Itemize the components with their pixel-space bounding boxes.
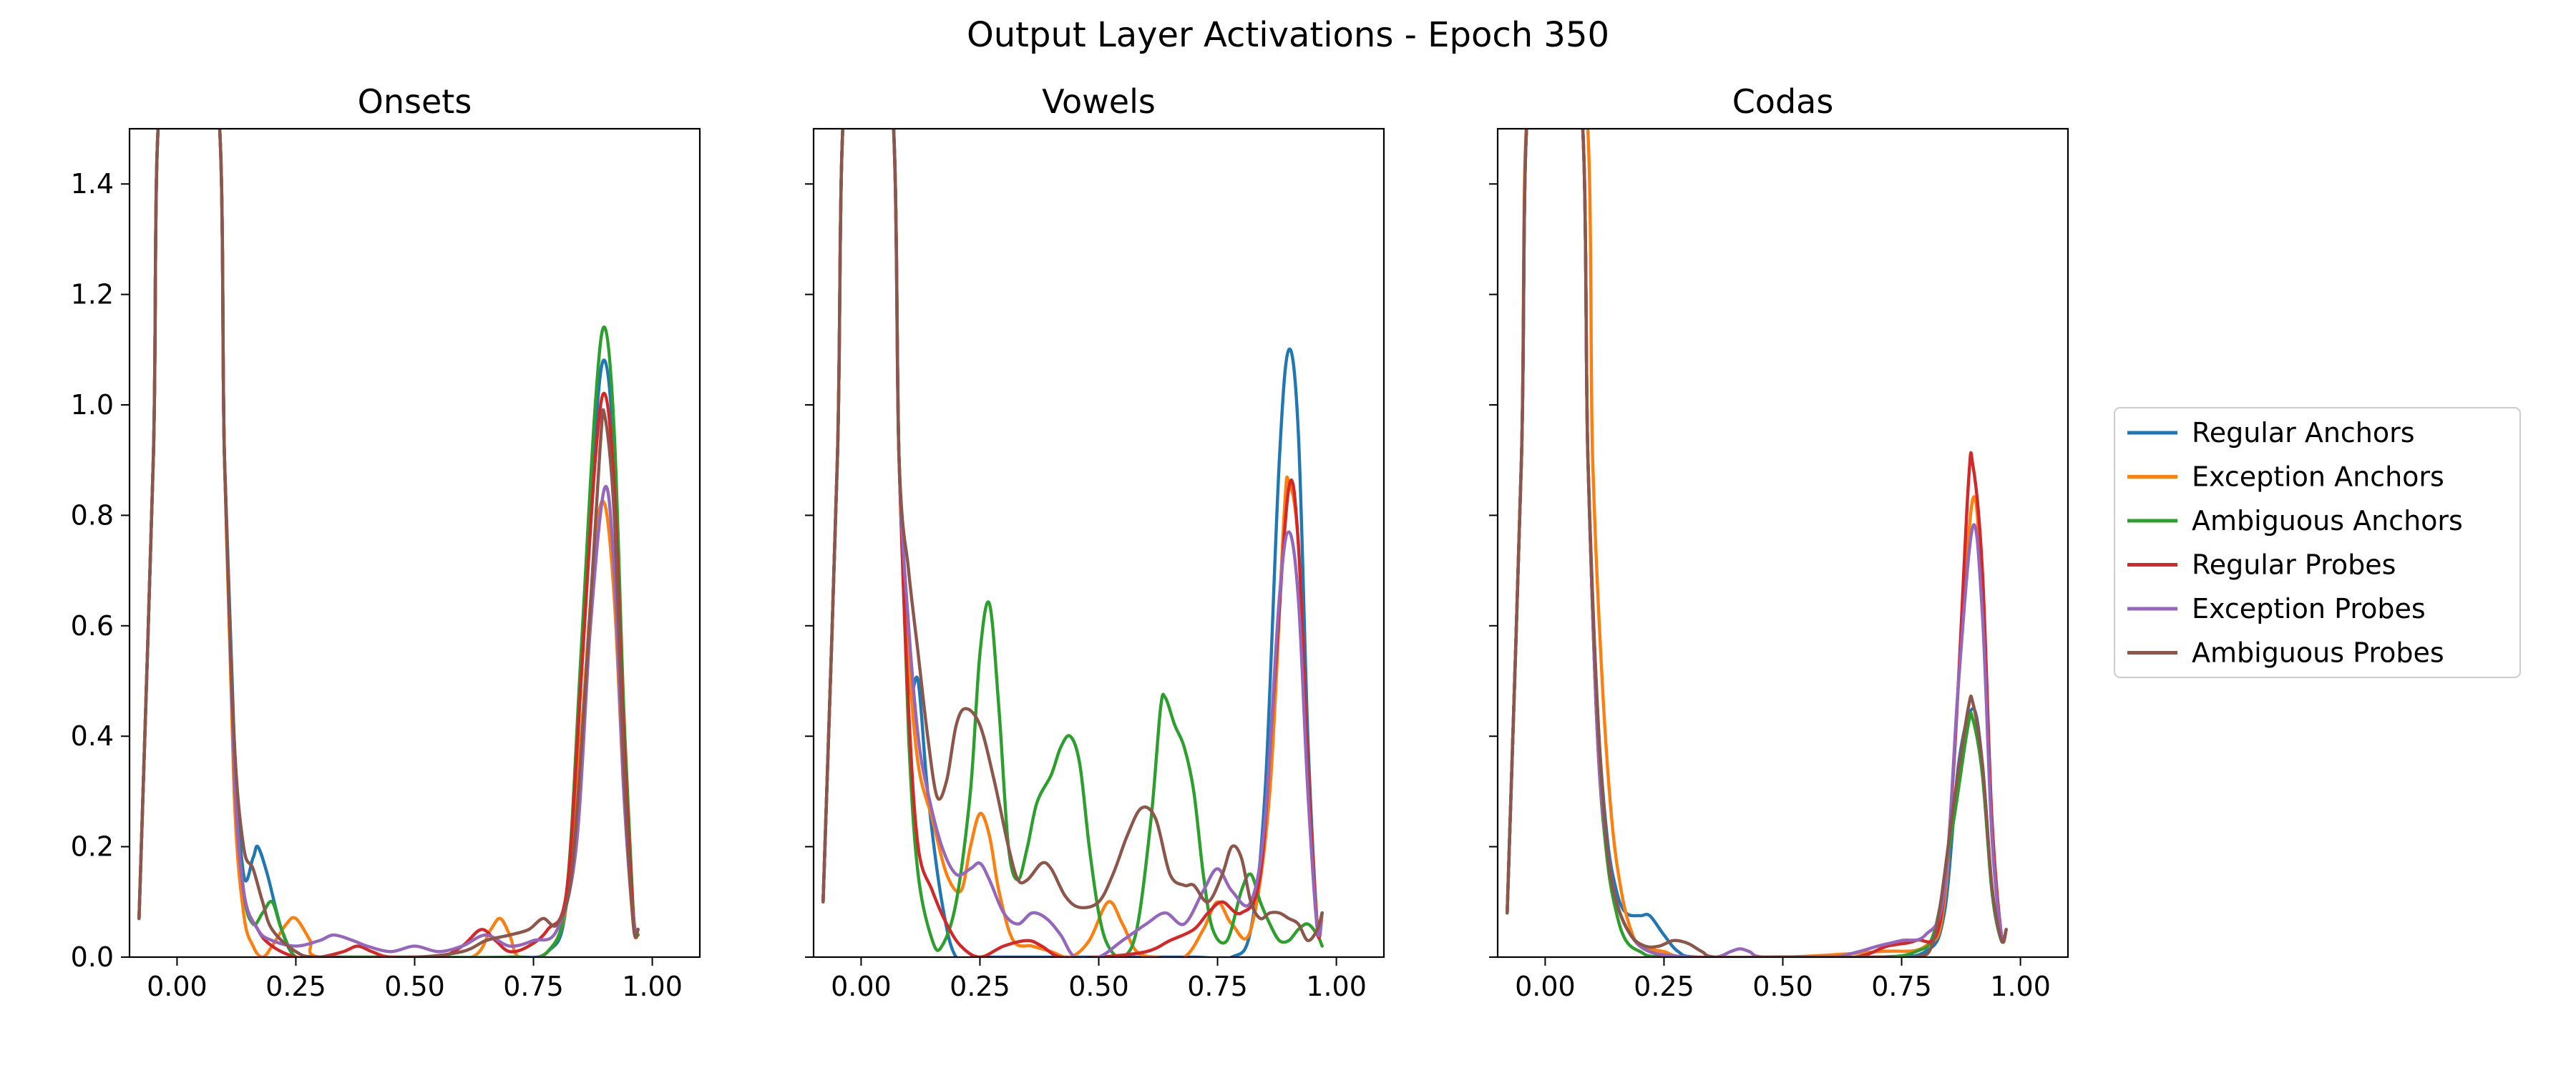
x-tick-label: 0.50 bbox=[384, 971, 445, 1002]
legend-item: Ambiguous Anchors bbox=[2127, 505, 2463, 536]
series-line-regular-probes bbox=[137, 129, 640, 957]
legend-item: Regular Anchors bbox=[2127, 417, 2415, 449]
series-line-exception-anchors bbox=[137, 129, 640, 957]
legend-label: Exception Anchors bbox=[2192, 461, 2444, 493]
series-line-ambiguous-anchors bbox=[137, 129, 640, 957]
x-tick-label: 0.75 bbox=[503, 971, 564, 1002]
legend-label: Regular Probes bbox=[2192, 549, 2396, 581]
axes-frame bbox=[1496, 127, 2069, 959]
panel-vowels: 0.00 0.25 0.50 0.75 1.00 Vowels bbox=[805, 82, 1385, 1002]
x-tick-label: 1.00 bbox=[622, 971, 683, 1002]
series-line-ambiguous-probes bbox=[821, 129, 1324, 943]
series-line-regular-probes bbox=[821, 129, 1324, 957]
legend-item: Ambiguous Probes bbox=[2127, 637, 2444, 669]
series-group bbox=[1506, 129, 2008, 957]
series-group bbox=[137, 129, 640, 957]
x-tick-label: 0.75 bbox=[1871, 971, 1932, 1002]
legend: Regular Anchors Exception Anchors Ambiguou… bbox=[2114, 407, 2521, 678]
x-tick-label: 0.50 bbox=[1068, 971, 1129, 1002]
figure-title: Output Layer Activations - Epoch 350 bbox=[967, 15, 1609, 55]
series-line-ambiguous-probes bbox=[1506, 129, 2008, 957]
panel-title: Codas bbox=[1732, 82, 1834, 121]
x-tick-label: 1.00 bbox=[1990, 971, 2051, 1002]
legend-label: Regular Anchors bbox=[2192, 417, 2415, 449]
y-tick-label: 1.2 bbox=[71, 279, 114, 310]
legend-item: Regular Probes bbox=[2127, 549, 2396, 581]
series-group bbox=[821, 129, 1324, 957]
x-tick-label: 1.00 bbox=[1306, 971, 1367, 1002]
x-tick-label: 0.25 bbox=[1634, 971, 1694, 1002]
series-line-ambiguous-anchors bbox=[1506, 129, 2008, 957]
legend-label: Ambiguous Probes bbox=[2192, 637, 2444, 669]
series-line-regular-probes bbox=[1506, 129, 2008, 957]
legend-label: Exception Probes bbox=[2192, 593, 2426, 624]
panel-title: Vowels bbox=[1042, 82, 1156, 121]
x-tick-label: 0.50 bbox=[1752, 971, 1813, 1002]
y-tick-label: 0.8 bbox=[71, 499, 114, 531]
panel-title: Onsets bbox=[358, 82, 472, 121]
y-tick-label: 0.2 bbox=[71, 831, 114, 863]
series-line-exception-probes bbox=[1506, 129, 2008, 957]
series-line-exception-probes bbox=[137, 129, 640, 954]
series-line-exception-anchors bbox=[821, 129, 1324, 957]
legend-frame bbox=[2114, 407, 2521, 678]
y-tick-label: 1.4 bbox=[71, 168, 114, 200]
x-tick-label: 0.00 bbox=[1515, 971, 1576, 1002]
series-line-regular-anchors bbox=[137, 129, 640, 957]
y-tick-label: 0.0 bbox=[71, 941, 114, 973]
series-line-ambiguous-probes bbox=[137, 129, 640, 957]
y-tick-label: 0.6 bbox=[71, 610, 114, 642]
legend-label: Ambiguous Anchors bbox=[2192, 505, 2463, 536]
series-line-exception-probes bbox=[821, 129, 1324, 957]
x-tick-label: 0.25 bbox=[265, 971, 326, 1002]
y-tick-label: 1.0 bbox=[71, 389, 114, 421]
panels: 0.00 0.25 0.50 0.75 1.00 0.0 0.2 0.4 0.6 0.8 1.0 1.… bbox=[71, 82, 2069, 1002]
x-tick-label: 0.00 bbox=[147, 971, 208, 1002]
x-tick-label: 0.00 bbox=[831, 971, 892, 1002]
x-tick-label: 0.25 bbox=[950, 971, 1010, 1002]
legend-item: Exception Anchors bbox=[2127, 461, 2444, 493]
series-line-regular-anchors bbox=[821, 129, 1324, 957]
x-tick-label: 0.75 bbox=[1187, 971, 1248, 1002]
panel-onsets: 0.00 0.25 0.50 0.75 1.00 0.0 0.2 0.4 0.6 0.8 1.0 1.… bbox=[71, 82, 701, 1002]
series-line-regular-anchors bbox=[1506, 129, 2008, 957]
y-tick-label: 0.4 bbox=[71, 720, 114, 752]
series-line-exception-anchors bbox=[1506, 129, 2008, 957]
legend-item: Exception Probes bbox=[2127, 593, 2426, 624]
panel-codas: 0.00 0.25 0.50 0.75 1.00 Codas bbox=[1489, 82, 2069, 1002]
series-line-ambiguous-anchors bbox=[821, 129, 1324, 957]
